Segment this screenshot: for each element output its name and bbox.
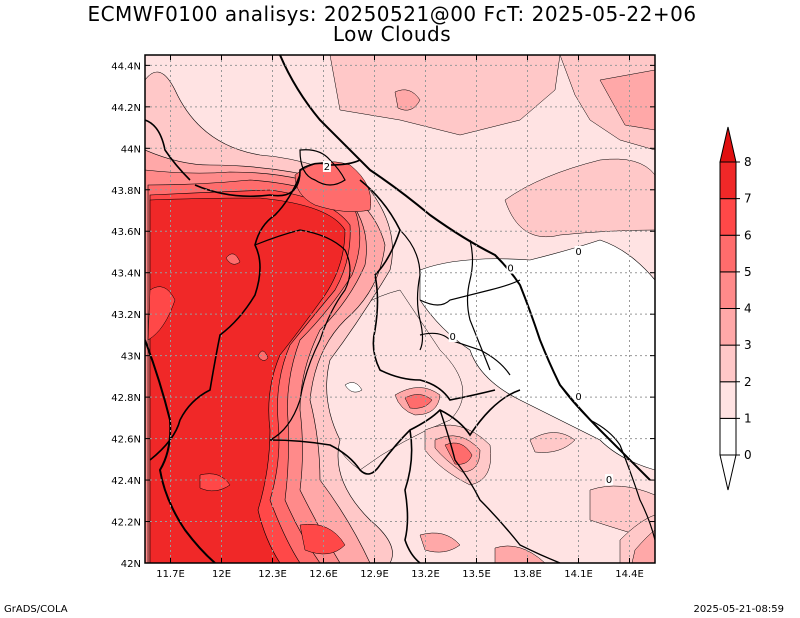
- colorbar-swatch: [719, 344, 737, 383]
- province-border: [299, 149, 346, 186]
- contour-label-bg: [574, 391, 583, 403]
- clear-area: [419, 239, 655, 471]
- y-tick-label: 43.2N: [111, 310, 141, 321]
- contour-label-bg: [605, 474, 614, 486]
- cloud-area: [504, 158, 655, 237]
- y-tick-label: 43.8N: [111, 186, 141, 197]
- contour-labels: 0 0 0 0 0 2: [322, 160, 614, 486]
- region-border: [194, 159, 361, 198]
- y-tick-label: 42N: [121, 559, 141, 570]
- cloud-field: 0 0 0 0 0 2: [145, 55, 655, 563]
- province-border: [419, 279, 521, 306]
- colorbar: 0 1 2 3 4 5 6 7 8: [719, 126, 752, 491]
- chart-title: ECMWF0100 analisys: 20250521@00 FcT: 202…: [87, 2, 697, 26]
- cloud-area: [257, 350, 269, 361]
- colorbar-label: 0: [744, 448, 752, 462]
- colorbar-swatch: [719, 381, 737, 419]
- clear-area: [344, 382, 363, 393]
- cloud-area: [599, 69, 655, 131]
- x-tick-label: 13.8E: [513, 569, 542, 580]
- contour-label: 0: [507, 264, 513, 275]
- y-tick-label: 43N: [121, 352, 141, 363]
- region-border: [404, 429, 421, 563]
- y-tick-label: 44N: [121, 144, 141, 155]
- x-tick-label: 14.4E: [615, 569, 644, 580]
- contour-label: 2: [324, 162, 330, 173]
- cloud-area: [199, 473, 231, 492]
- contour-label-bg: [506, 262, 515, 274]
- y-tick-label: 42.6N: [111, 435, 141, 446]
- y-tick-label: 43.6N: [111, 227, 141, 238]
- x-tick-label: 12.6E: [309, 569, 338, 580]
- cloud-area: [294, 161, 372, 212]
- y-axis: 42N 42.2N 42.4N 42.6N 42.8N 43N 43.2N 43.4N 43.6…: [111, 61, 655, 570]
- contour-label-bg: [322, 160, 331, 172]
- cloud-area: [529, 432, 576, 453]
- y-tick-label: 44.4N: [111, 61, 141, 72]
- cloud-area: [494, 545, 546, 563]
- colorbar-swatch: [719, 161, 737, 200]
- cloud-area: [631, 529, 655, 563]
- y-tick-label: 42.2N: [111, 518, 141, 529]
- colorbar-swatch: [719, 198, 737, 236]
- cloud-area: [225, 253, 241, 265]
- region-border: [269, 439, 381, 475]
- x-tick-label: 12E: [212, 569, 231, 580]
- province-border: [559, 384, 621, 446]
- region-border: [379, 389, 521, 466]
- province-border: [399, 229, 424, 351]
- colorbar-swatch: [719, 234, 737, 273]
- chart-subtitle: Low Clouds: [332, 22, 452, 46]
- y-tick-label: 43.4N: [111, 269, 141, 280]
- colorbar-label: 1: [744, 411, 752, 425]
- x-tick-label: 14.1E: [564, 569, 593, 580]
- contour-label: 0: [606, 475, 612, 486]
- colorbar-label: 6: [744, 228, 752, 242]
- y-tick-label: 42.8N: [111, 393, 141, 404]
- colorbar-swatch: [719, 308, 737, 346]
- province-border: [466, 239, 491, 371]
- contour-label-bg: [448, 330, 457, 342]
- colorbar-label: 5: [744, 265, 752, 279]
- x-tick-label: 11.7E: [156, 569, 185, 580]
- cloud-area: [404, 394, 433, 409]
- map-frame: [144, 54, 656, 564]
- x-tick-label: 13.5E: [462, 569, 491, 580]
- colorbar-swatch: [719, 417, 737, 456]
- grid: [145, 55, 655, 563]
- cloud-area: [394, 89, 421, 111]
- x-tick-label: 12.9E: [360, 569, 389, 580]
- colorbar-label: 2: [744, 375, 752, 389]
- footer-credit: GrADS/COLA: [4, 604, 68, 615]
- x-axis: 11.7E 12E 12.3E 12.6E 12.9E 13.2E 13.5E 13.8E 14…: [156, 55, 644, 580]
- colorbar-arrow-low: [719, 454, 737, 491]
- cloud-area: [419, 532, 461, 553]
- x-tick-label: 13.2E: [411, 569, 440, 580]
- contour-label: 0: [575, 247, 581, 258]
- y-tick-label: 42.4N: [111, 476, 141, 487]
- colorbar-label: 8: [744, 155, 752, 169]
- region-border: [619, 444, 655, 541]
- province-border: [419, 332, 511, 376]
- x-tick-label: 12.3E: [258, 569, 287, 580]
- y-tick-label: 44.2N: [111, 103, 141, 114]
- colorbar-label: 7: [744, 192, 752, 206]
- colorbar-swatch: [719, 271, 737, 309]
- coastline: [145, 339, 216, 563]
- footer-timestamp: 2025-05-21-08:59: [693, 604, 784, 615]
- colorbar-label: 3: [744, 338, 752, 352]
- colorbar-label: 4: [744, 302, 752, 316]
- region-border: [145, 119, 191, 181]
- cloud-area: [147, 286, 176, 341]
- contour-label-bg: [574, 245, 583, 257]
- cloud-area: [149, 197, 346, 563]
- region-border: [439, 409, 561, 563]
- province-border: [254, 229, 351, 441]
- colorbar-arrow-high: [719, 126, 737, 163]
- cloud-area: [299, 523, 346, 555]
- contour-label: 0: [450, 332, 456, 343]
- cloud-area: [329, 55, 561, 136]
- contour-label: 0: [575, 392, 581, 403]
